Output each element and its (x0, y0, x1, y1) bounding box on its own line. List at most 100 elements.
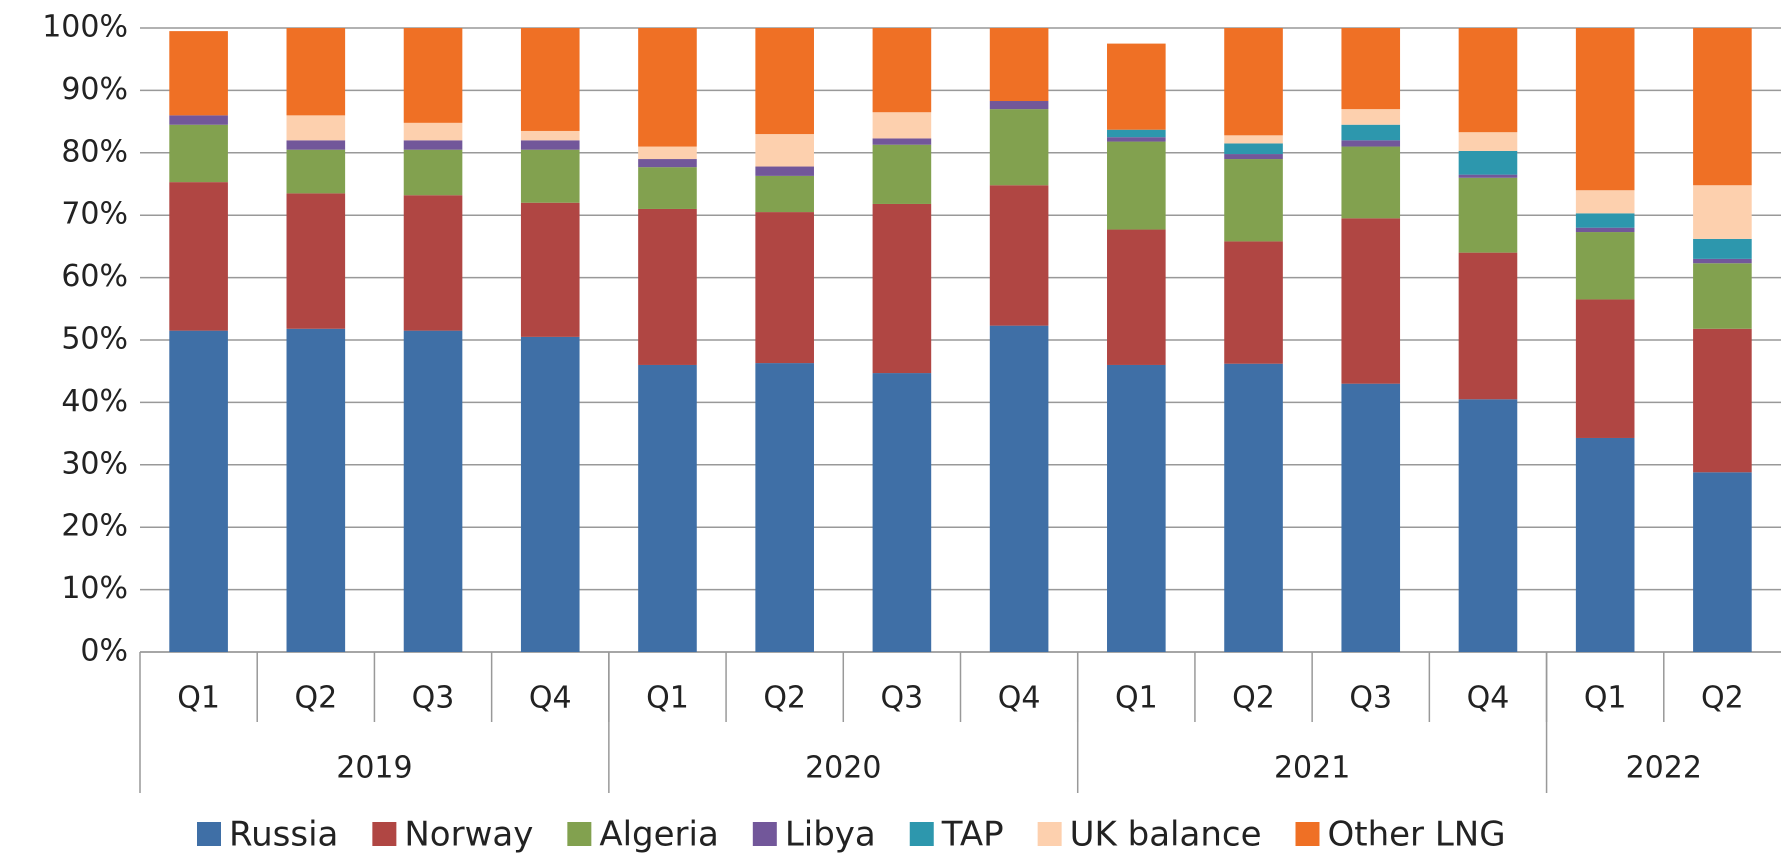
bar-segment (638, 364, 697, 652)
x-tick-label: Q1 (1115, 681, 1158, 716)
bar-segment (1575, 213, 1635, 228)
legend-swatch (1295, 822, 1320, 846)
bar-segment (286, 193, 346, 329)
bar-segment (1458, 399, 1518, 652)
bar-segment (638, 208, 697, 365)
bar-segment (1107, 43, 1166, 130)
bar-segment (1575, 190, 1635, 214)
bar-segment (1575, 437, 1635, 652)
bar-segment (286, 115, 346, 141)
bar-segment (638, 146, 697, 160)
legend-label: Other LNG (1328, 815, 1506, 854)
bar-segment (638, 28, 697, 147)
bar-segment (1107, 129, 1166, 138)
y-tick-label: 70% (61, 197, 128, 232)
bar-segment (989, 28, 1049, 102)
y-tick-label: 40% (61, 384, 128, 419)
bar-segment (638, 159, 697, 168)
bar-segment (872, 144, 932, 204)
bar-segment (520, 202, 580, 337)
bar-segment (755, 166, 814, 176)
legend-label: UK balance (1070, 815, 1262, 854)
x-tick-label: Q2 (294, 681, 337, 716)
legend-swatch (197, 822, 221, 846)
y-tick-label: 100% (42, 10, 128, 45)
bar-segment (520, 336, 580, 652)
bar-segment (1693, 263, 1752, 329)
bar-segment (1693, 238, 1752, 259)
bar-segment (169, 124, 228, 183)
bar-segment (1575, 299, 1635, 438)
bar-segment (403, 122, 463, 141)
legend-swatch (372, 822, 397, 846)
bar-segment (1107, 229, 1166, 365)
bar-segment (1693, 185, 1752, 239)
bar-segment (1224, 159, 1283, 242)
x-tick-label: Q4 (998, 681, 1041, 716)
bar-segment (1458, 174, 1518, 178)
y-tick-label: 10% (61, 571, 128, 606)
bar-segment (1224, 135, 1283, 144)
bar-segment (755, 134, 814, 167)
bar-segment (1693, 328, 1752, 473)
bar-segment (1224, 241, 1283, 364)
bar-segment (520, 130, 580, 141)
legend-label: TAP (941, 815, 1004, 854)
bar-segment (169, 330, 228, 652)
x-tick-label: Q1 (1584, 681, 1627, 716)
bar-segment (989, 325, 1049, 652)
bar-segment (520, 149, 580, 203)
bar-segment (1575, 227, 1635, 233)
group-label: 2021 (1274, 751, 1350, 786)
legend-swatch (1037, 822, 1062, 846)
bar-segment (1341, 383, 1401, 652)
bar-segment (1341, 140, 1401, 147)
bar-segment (1341, 124, 1401, 141)
bar-segment (1575, 28, 1635, 191)
bar-segment (1693, 28, 1752, 186)
bar-segment (1458, 28, 1518, 133)
bar-segment (755, 175, 814, 213)
y-tick-label: 50% (61, 322, 128, 357)
y-tick-label: 80% (61, 134, 128, 169)
bar-segment (638, 167, 697, 209)
x-tick-label: Q3 (1349, 681, 1392, 716)
bar-segment (872, 28, 932, 113)
bar-segment (403, 330, 463, 652)
bar-segment (1693, 472, 1752, 652)
y-tick-label: 90% (61, 72, 128, 107)
group-label: 2022 (1626, 751, 1702, 786)
y-tick-label: 20% (61, 509, 128, 544)
x-tick-label: Q3 (412, 681, 455, 716)
bar-segment (1224, 363, 1283, 652)
bar-segment (403, 195, 463, 331)
y-tick-label: 30% (61, 446, 128, 481)
x-tick-label: Q2 (1232, 681, 1275, 716)
bar-segment (403, 149, 463, 196)
bar-segment (520, 140, 580, 150)
x-tick-label: Q4 (529, 681, 572, 716)
bar-segment (1575, 232, 1635, 300)
bar-segment (1224, 28, 1283, 136)
bar-segment (520, 28, 580, 131)
bar-segment (1341, 218, 1401, 384)
bar-segment (1458, 177, 1518, 253)
x-tick-label: Q2 (763, 681, 806, 716)
bar-segment (989, 185, 1049, 326)
x-tick-label: Q1 (646, 681, 689, 716)
bar-segment (755, 28, 814, 135)
y-tick-label: 60% (61, 259, 128, 294)
bar-segment (755, 363, 814, 652)
bar-segment (872, 203, 932, 374)
bar-segment (1224, 154, 1283, 160)
legend-label: Algeria (599, 815, 718, 854)
bar-segment (403, 140, 463, 150)
x-tick-label: Q2 (1701, 681, 1744, 716)
legend-label: Russia (229, 815, 338, 854)
bar-segment (1341, 109, 1401, 125)
bar-segment (1107, 141, 1166, 230)
bar-segment (1458, 150, 1518, 175)
bar-segment (286, 149, 346, 194)
bar-segment (286, 28, 346, 116)
y-tick-label: 0% (80, 634, 128, 669)
